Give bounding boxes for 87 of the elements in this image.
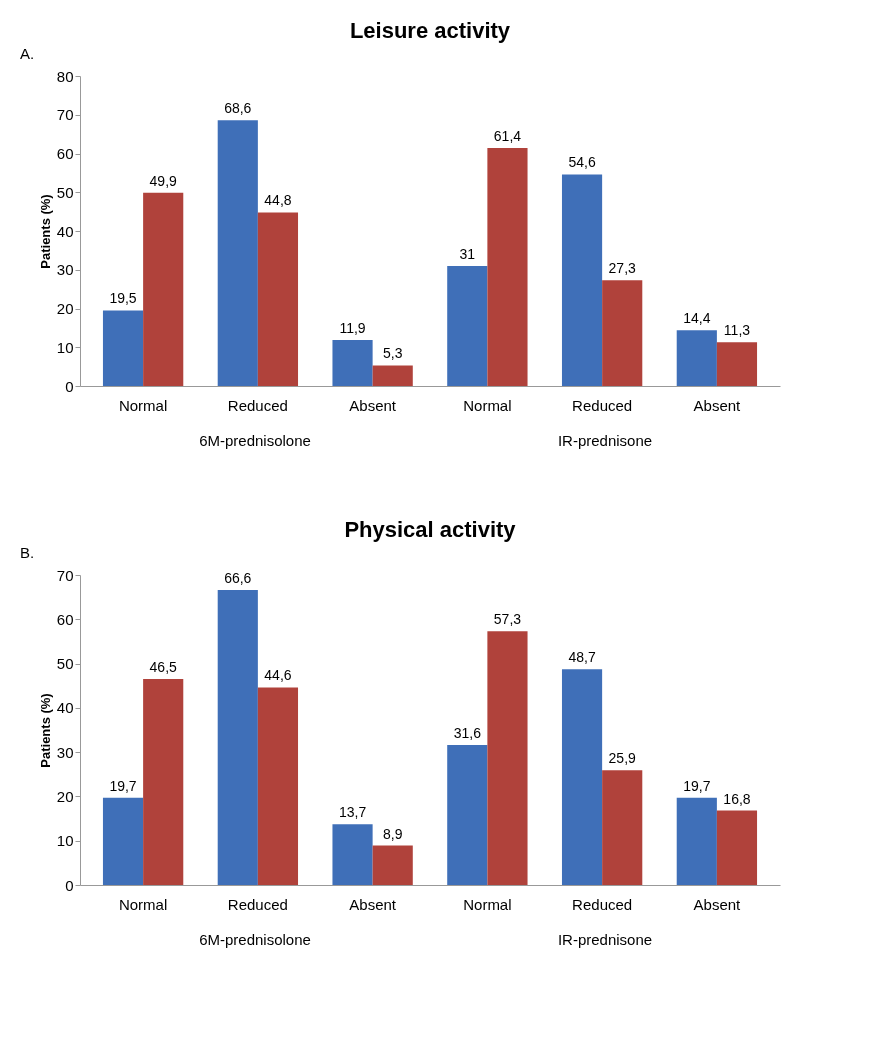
bar (257, 687, 299, 885)
bar (217, 120, 258, 386)
x-tick-label: Reduced (572, 895, 633, 913)
bar (102, 797, 144, 885)
x-tick-label: Reduced (227, 396, 288, 414)
text: 6M-prednisolone (199, 931, 311, 948)
bar (102, 310, 144, 386)
y-tick-label: 50 (56, 655, 74, 673)
y-tick-label: 60 (56, 145, 74, 162)
data-label: 31,6 (453, 725, 482, 742)
bar (257, 212, 299, 386)
data-label: 25,9 (608, 750, 637, 767)
x-tick-label: Absent (693, 396, 742, 414)
bar (602, 770, 643, 885)
bar (487, 148, 528, 386)
y-tick-label: 0 (65, 876, 74, 894)
bar (716, 342, 758, 386)
data-label: 8,9 (382, 825, 403, 842)
data-label: 46,5 (149, 659, 178, 676)
x-tick-label: Normal (463, 396, 512, 414)
data-label: 54,6 (568, 154, 596, 171)
text: 6M-prednisolone (199, 432, 311, 449)
y-tick-label: 60 (56, 610, 74, 628)
data-label: 27,3 (608, 260, 637, 277)
y-tick-label: 70 (56, 566, 74, 584)
y-tick-label: 20 (56, 787, 74, 805)
bar (602, 280, 643, 386)
y-tick-label: 70 (56, 106, 74, 124)
bar (143, 192, 184, 386)
text: A. (20, 45, 35, 62)
data-label: 66,6 (224, 570, 252, 587)
data-label: 13,7 (338, 804, 367, 821)
y-tick-label: 50 (56, 183, 74, 201)
x-tick-label: Reduced (227, 895, 288, 913)
bar (447, 265, 488, 386)
bar (487, 631, 528, 885)
y-tick-label: 10 (56, 832, 74, 850)
data-label: 57,3 (493, 611, 522, 628)
x-tick-label: Reduced (572, 396, 633, 414)
x-tick-label: Absent (349, 895, 397, 913)
y-axis-title: Patients (%) (37, 194, 53, 269)
x-tick-label: Normal (118, 895, 168, 913)
data-label: 48,7 (568, 649, 596, 666)
bar (676, 330, 717, 386)
bar (447, 745, 488, 885)
data-label: 31 (459, 245, 476, 262)
bar (372, 365, 413, 386)
text: IR-prednisone (557, 931, 653, 948)
x-tick-label: Absent (693, 895, 742, 913)
y-tick-label: 10 (56, 338, 74, 356)
data-label: 5,3 (382, 345, 403, 362)
y-tick-label: 20 (56, 300, 74, 317)
text: IR-prednisone (557, 432, 653, 449)
y-tick-label: 30 (56, 743, 74, 761)
data-label: 19,7 (109, 777, 137, 794)
bar (332, 824, 373, 885)
data-label: 49,9 (149, 172, 178, 189)
bar (372, 845, 413, 885)
text: B. (20, 544, 35, 561)
x-tick-label: Normal (118, 396, 168, 414)
data-label: 19,7 (683, 777, 711, 794)
y-axis-title: Patients (%) (37, 693, 53, 768)
bar (143, 679, 184, 885)
x-tick-label: Normal (463, 895, 512, 913)
y-tick-label: 40 (56, 699, 74, 717)
data-label: 44,8 (264, 192, 292, 209)
bar (716, 810, 758, 885)
data-label: 19,5 (109, 290, 137, 307)
y-tick-label: 80 (56, 67, 74, 85)
bar (561, 174, 603, 386)
y-tick-label: 30 (56, 261, 74, 279)
data-label: 16,8 (723, 790, 751, 807)
data-label: 11,3 (723, 322, 751, 339)
data-label: 11,9 (339, 319, 366, 336)
bar (332, 339, 373, 386)
y-tick-label: 40 (56, 222, 74, 240)
chart-title: Physical activity (344, 517, 517, 542)
bar (217, 590, 258, 885)
bar (676, 797, 717, 885)
data-label: 44,6 (264, 667, 292, 684)
data-label: 61,4 (493, 128, 522, 145)
chart-title: Leisure activity (349, 18, 511, 43)
y-tick-label: 0 (65, 377, 74, 395)
data-label: 68,6 (224, 100, 252, 117)
bar (561, 669, 603, 885)
data-label: 14,4 (683, 310, 711, 327)
x-tick-label: Absent (349, 396, 397, 414)
